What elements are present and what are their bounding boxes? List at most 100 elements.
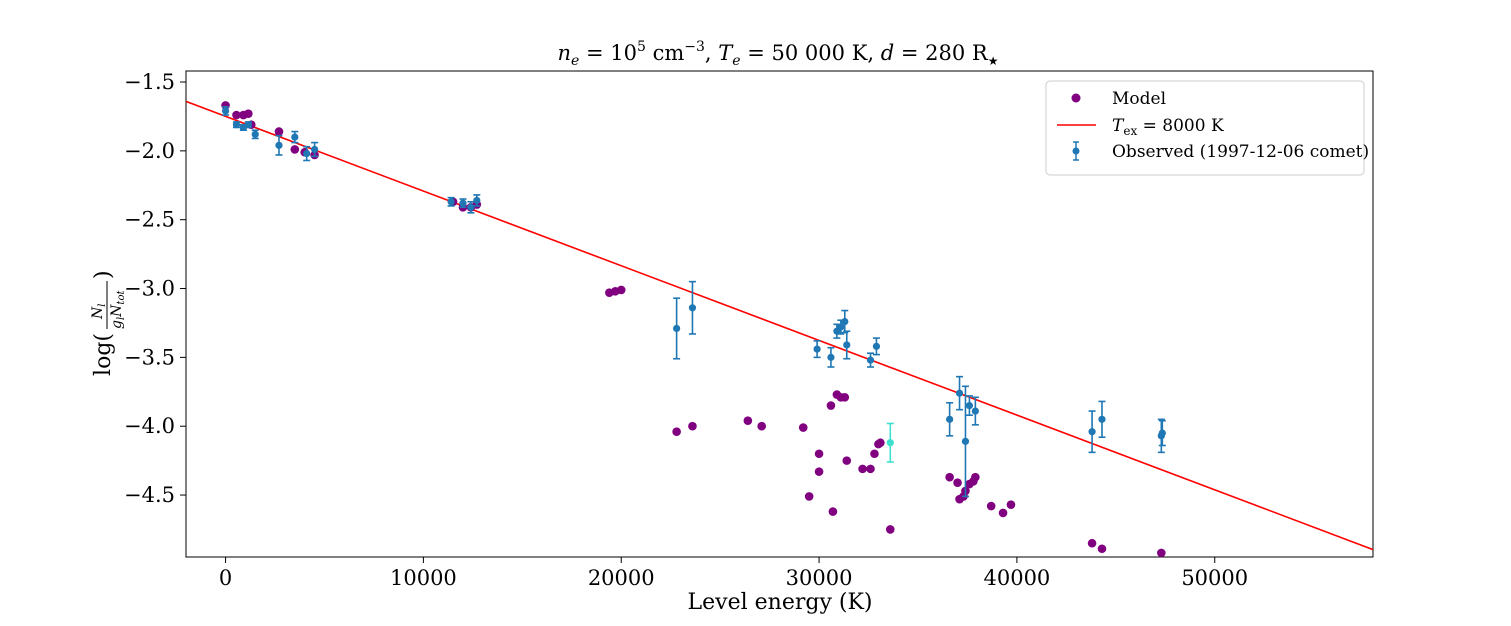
model-point: [804, 492, 814, 501]
model-point: [688, 421, 697, 431]
observed-marker: [291, 133, 299, 141]
observed-point: [961, 385, 970, 498]
observed-point: [447, 196, 455, 207]
observed-marker: [467, 203, 475, 211]
x-tick-label: 30000: [786, 566, 853, 590]
model-point: [1006, 500, 1016, 509]
x-axis-ticks: 0 10000 20000 30000 40000 50000: [219, 557, 1248, 590]
legend-fit-label: Tex = 8000 K: [1112, 116, 1224, 138]
model-point: [885, 525, 895, 534]
model-point: [1157, 548, 1166, 558]
x-axis-label: Level energy (K): [688, 590, 873, 615]
observed-marker: [886, 439, 894, 447]
observed-marker: [1098, 415, 1106, 423]
observed-marker: [872, 342, 881, 350]
observed-point: [872, 337, 881, 356]
model-point: [858, 464, 867, 474]
observed-point: [275, 134, 283, 156]
y-axis-ticks: −4.5 −4.0 −3.5 −3.0 −2.5 −2.0 −1.5: [124, 70, 186, 507]
svg-text:Nl: Nl: [90, 304, 108, 320]
legend-observed-label: Observed (1997-12-06 comet): [1112, 142, 1369, 162]
x-tick-label: 40000: [983, 566, 1050, 590]
legend: Model Tex = 8000 K Observed (1997-12-06 …: [1045, 80, 1369, 176]
observed-marker: [813, 345, 821, 353]
observed-point: [965, 395, 974, 416]
observed-marker: [275, 141, 283, 149]
observed-point: [1088, 410, 1096, 454]
y-tick-label: −1.5: [124, 70, 175, 94]
model-point: [244, 109, 253, 118]
observed-marker: [473, 196, 481, 205]
observed-point: [244, 121, 252, 129]
plot-area: [185, 70, 1374, 558]
y-tick-label: −4.0: [124, 414, 175, 438]
model-point: [953, 478, 962, 487]
observed-marker: [673, 324, 681, 333]
observed-point: [291, 130, 299, 144]
observed-marker: [866, 356, 875, 364]
observed-marker: [961, 437, 970, 445]
x-tick-label: 10000: [390, 566, 457, 590]
model-point: [814, 449, 824, 459]
observed-point: [843, 330, 851, 360]
observed-point: [221, 105, 230, 116]
model-point: [840, 392, 850, 402]
model-point: [828, 507, 838, 516]
observed-point: [459, 198, 467, 209]
x-tick-label: 20000: [588, 566, 655, 590]
observed-marker: [946, 415, 954, 423]
observed-series: [221, 105, 1166, 498]
observed-marker: [310, 145, 319, 154]
svg-text:glNtot: glNtot: [109, 290, 127, 329]
model-series: [221, 101, 1166, 558]
x-tick-label: 0: [219, 566, 232, 590]
observed-point: [971, 396, 979, 426]
model-point: [945, 472, 954, 482]
observed-marker: [841, 317, 849, 326]
observed-point: [813, 340, 821, 359]
observed-marker: [965, 401, 974, 410]
observed-marker: [688, 304, 697, 312]
fit-line-series: [186, 100, 1373, 551]
y-tick-label: −4.5: [124, 483, 175, 507]
y-tick-label: −3.0: [124, 277, 175, 301]
svg-text:): ): [91, 270, 116, 279]
model-point: [971, 472, 980, 482]
observed-point: [1158, 419, 1166, 447]
model-point: [616, 285, 626, 295]
model-point: [814, 467, 824, 476]
observed-marker: [447, 198, 455, 206]
model-point: [232, 110, 241, 120]
model-point: [274, 127, 284, 136]
x-tick-label: 50000: [1181, 566, 1248, 590]
legend-box: [1045, 80, 1365, 176]
observed-point: [473, 194, 481, 207]
observed-marker: [244, 121, 252, 129]
observed-point: [886, 422, 894, 463]
observed-marker: [221, 107, 230, 115]
observed-point: [251, 129, 259, 140]
svg-text:log(: log(: [91, 333, 116, 376]
observed-point: [866, 352, 875, 368]
observed-marker: [232, 121, 241, 129]
observed-point: [303, 145, 311, 162]
model-point: [842, 456, 852, 465]
y-axis-label: log( Nl glNtot ): [90, 270, 127, 376]
observed-marker: [843, 341, 851, 349]
model-point: [757, 421, 766, 431]
observed-marker: [251, 130, 259, 138]
chart-title: ne = 105 cm−3, Te = 50 000 K, d = 280 R★: [558, 39, 999, 69]
observed-marker: [459, 199, 467, 207]
observed-point: [232, 121, 241, 129]
model-point: [870, 449, 879, 459]
model-point: [1097, 544, 1107, 554]
observed-point: [1098, 400, 1106, 439]
y-tick-label: −2.0: [124, 139, 175, 163]
model-point: [998, 508, 1008, 518]
legend-observed-marker: [1072, 141, 1080, 161]
model-point: [1087, 538, 1097, 548]
legend-model-marker: [1071, 93, 1081, 103]
observed-marker: [955, 389, 964, 397]
observed-point: [688, 280, 697, 335]
